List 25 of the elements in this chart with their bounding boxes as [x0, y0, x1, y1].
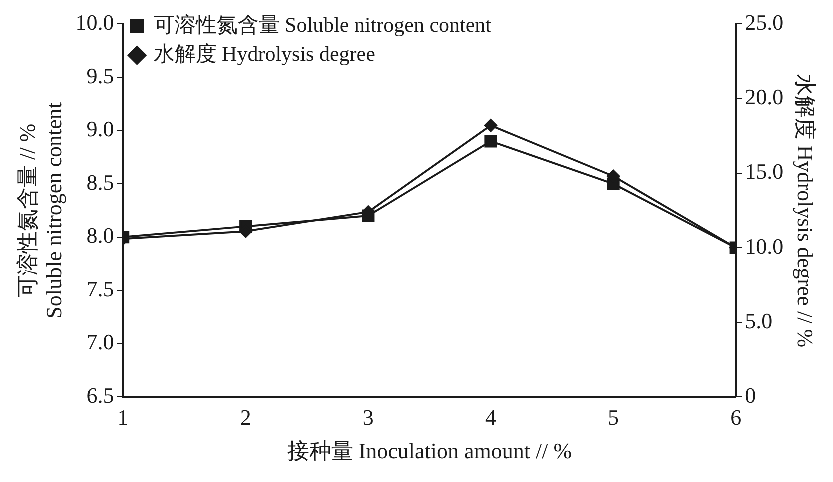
y-tick-label: 10.0: [76, 10, 114, 35]
x-axis-title: 接种量 Inoculation amount // %: [287, 438, 572, 464]
y2-tick-label: 10.0: [745, 234, 784, 259]
y2-axis-title: 水解度 Hydrolysis degree // %: [793, 74, 818, 348]
x-tick-label: 4: [485, 405, 496, 430]
y-tick-label: 8.5: [86, 170, 114, 195]
y-tick-label: 7.0: [86, 330, 114, 355]
x-tick-label: 5: [608, 405, 620, 430]
y-tick-label: 8.0: [86, 223, 114, 248]
y-tick-label: 6.5: [86, 382, 114, 408]
y2-tick-label: 15.0: [745, 159, 784, 184]
y-tick-label: 7.5: [86, 276, 114, 302]
x-tick-label: 1: [118, 405, 129, 430]
legend-label: 可溶性氮含量 Soluble nitrogen content: [154, 13, 492, 38]
x-tick-label: 2: [240, 405, 252, 430]
legend-label: 水解度 Hydrolysis degree: [154, 42, 376, 66]
x-tick-label: 6: [730, 405, 742, 430]
y-tick-label: 9.5: [86, 63, 114, 88]
y2-tick-label: 0: [745, 382, 756, 408]
y2-tick-label: 25.0: [745, 10, 784, 35]
y-tick-label: 9.0: [86, 116, 114, 142]
y-axis-title: 可溶性氮含量 // % Soluble nitrogen content: [14, 102, 66, 319]
y2-tick-label: 5.0: [745, 308, 773, 334]
y2-tick-label: 20.0: [745, 84, 784, 110]
x-tick-label: 3: [362, 405, 374, 430]
